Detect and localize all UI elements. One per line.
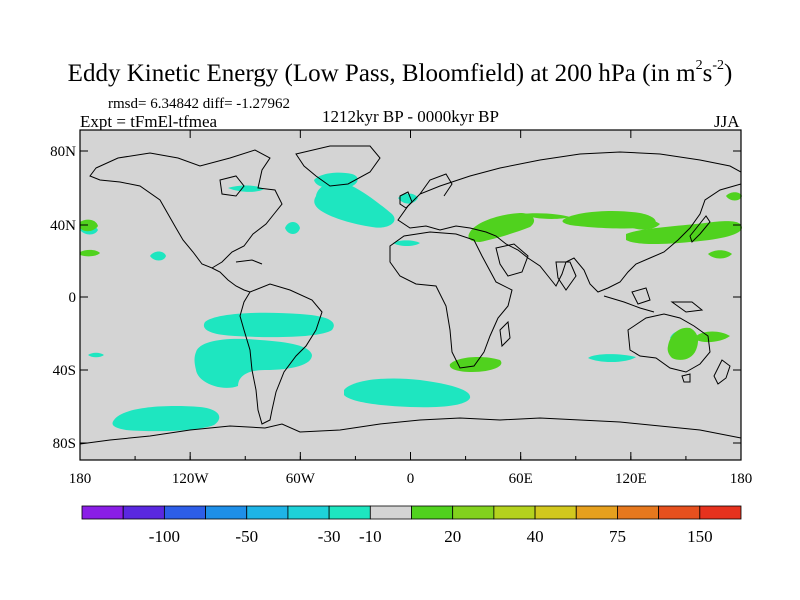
x-tick-label: 60E xyxy=(509,471,533,487)
colorbar-swatch xyxy=(452,505,495,520)
axis-ticks: 180 120W 60W 0 60E 120E 180 80N 40N 0 40S 80S xyxy=(50,130,752,487)
colorbar-label: 150 xyxy=(687,527,713,546)
coast-australia xyxy=(627,313,711,373)
coast-central-america xyxy=(211,267,251,293)
colorbar-swatch xyxy=(534,505,577,520)
anomaly-pos-east-asia-b xyxy=(626,219,660,230)
colorbar-swatch xyxy=(575,505,618,520)
colorbar-label: -100 xyxy=(149,527,180,546)
coast-greenland xyxy=(295,145,381,187)
colorbar-label: -50 xyxy=(235,527,258,546)
anomaly-neg-greenland xyxy=(314,172,358,189)
x-tick-label: 120W xyxy=(172,471,210,487)
colorbar-swatch xyxy=(122,505,165,520)
x-tick-label: 60W xyxy=(286,471,316,487)
colorbar-swatch xyxy=(163,505,206,520)
coast-madagascar xyxy=(499,320,511,348)
x-tick-label: 0 xyxy=(407,471,415,487)
colorbar-swatch xyxy=(411,505,454,520)
anomaly-neg-north-atlantic xyxy=(314,182,395,228)
coast-eurasia xyxy=(397,151,742,293)
anomaly-pos-west-pacific xyxy=(708,250,732,259)
y-tick-label: 40N xyxy=(50,218,76,234)
season-label: JJA xyxy=(714,112,740,131)
anomaly-neg-south-atlantic xyxy=(344,378,471,408)
anomaly-patches xyxy=(80,172,742,432)
anomaly-pos-pacific-sw xyxy=(80,249,100,257)
coast-hudson xyxy=(219,175,245,197)
period-label: 1212kyr BP - 0000kyr BP xyxy=(322,107,499,126)
colorbar-swatch xyxy=(287,505,330,520)
y-tick-label: 80N xyxy=(50,144,76,160)
coast-japan xyxy=(689,215,711,243)
colorbar-swatch xyxy=(369,505,412,520)
x-tick-label: 180 xyxy=(730,471,753,487)
coast-uk xyxy=(399,191,413,209)
anomaly-neg-canada xyxy=(228,185,264,192)
y-tick-label: 0 xyxy=(69,290,77,306)
figure-title: Eddy Kinetic Energy (Low Pass, Bloomfiel… xyxy=(67,58,733,87)
coast-north-america xyxy=(89,149,283,269)
coast-india xyxy=(555,261,577,291)
anomaly-pos-far-east xyxy=(726,192,742,201)
colorbar-swatch xyxy=(328,505,371,520)
anomaly-neg-south-pacific-c xyxy=(112,406,220,432)
colorbar-swatch xyxy=(205,505,248,520)
anomaly-pos-east-asia xyxy=(626,221,742,245)
coast-south-america xyxy=(239,283,323,425)
colorbar-label: -10 xyxy=(359,527,382,546)
anomaly-neg-mid-atlantic xyxy=(285,222,300,234)
anomaly-pos-australia xyxy=(667,327,698,360)
coast-antarctica xyxy=(79,417,742,445)
anomaly-neg-south-pacific-b xyxy=(194,338,312,388)
y-tick-label: 40S xyxy=(53,363,76,379)
colorbar-swatch xyxy=(246,505,289,520)
anomaly-pos-mediterranean xyxy=(468,213,535,242)
anomaly-neg-south-pacific-small xyxy=(88,352,104,358)
coast-scandinavia xyxy=(419,173,453,197)
colorbar-swatch xyxy=(493,505,536,520)
anomaly-pos-australia-east xyxy=(696,331,730,343)
coast-tasmania xyxy=(681,373,691,383)
colorbar-label: 75 xyxy=(609,527,626,546)
coast-new-guinea xyxy=(670,301,704,313)
colorbar-label: -30 xyxy=(318,527,341,546)
anomaly-pos-pacific-west xyxy=(80,219,98,232)
colorbar-label: 40 xyxy=(527,527,544,546)
colorbar-swatch xyxy=(81,505,124,520)
anomaly-pos-mideast xyxy=(520,213,570,219)
x-tick-label: 180 xyxy=(69,471,92,487)
x-tick-label: 120E xyxy=(615,471,647,487)
y-tick-label: 80S xyxy=(53,436,76,452)
anomaly-neg-na-east xyxy=(393,240,420,246)
colorbar-label: 20 xyxy=(444,527,461,546)
coast-indonesia xyxy=(603,295,655,313)
coast-cuba xyxy=(235,259,263,265)
stats-text: rmsd= 6.34842 diff= -1.27962 xyxy=(108,96,291,112)
coast-africa xyxy=(389,231,513,369)
coastlines xyxy=(79,145,742,445)
colorbar-swatch xyxy=(658,505,701,520)
anomaly-neg-south-pacific-a xyxy=(203,312,334,338)
coast-borneo xyxy=(631,287,651,305)
coast-new-zealand xyxy=(713,359,731,385)
colorbar-swatch xyxy=(699,505,742,520)
colorbar-swatch xyxy=(617,505,660,520)
colorbar: -100 -50 -30 -10 20 40 75 150 xyxy=(81,505,742,546)
experiment-label: Expt = tFmEl-tfmea xyxy=(80,112,218,131)
coast-arabia xyxy=(495,243,529,277)
anomaly-neg-indian xyxy=(588,354,636,363)
anomaly-neg-pacific-small xyxy=(150,251,166,261)
